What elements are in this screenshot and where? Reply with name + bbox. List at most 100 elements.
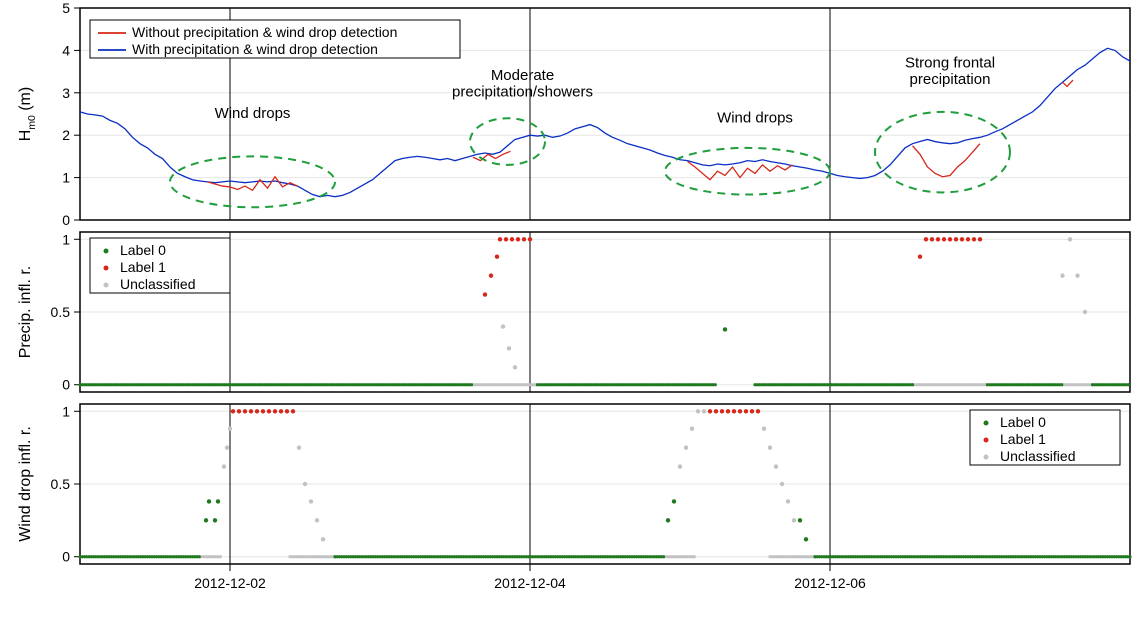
- data-point: [1060, 383, 1063, 386]
- data-point: [510, 237, 514, 241]
- data-point: [960, 237, 964, 241]
- panel-wind: 00.51Wind drop infl. r.Label 0Label 1Unc…: [17, 403, 1132, 564]
- data-point: [1075, 273, 1079, 277]
- data-point: [261, 409, 265, 413]
- data-point: [768, 445, 772, 449]
- data-point: [495, 255, 499, 259]
- data-point: [756, 409, 760, 413]
- data-point: [219, 555, 222, 558]
- legend-label: Label 0: [120, 242, 166, 258]
- data-point: [222, 464, 226, 468]
- data-point: [936, 237, 940, 241]
- data-point: [762, 427, 766, 431]
- ytick-label: 1: [62, 403, 70, 419]
- ytick-label: 1: [62, 231, 70, 247]
- data-point: [267, 409, 271, 413]
- data-point: [690, 427, 694, 431]
- data-point: [774, 464, 778, 468]
- data-point: [930, 237, 934, 241]
- data-point: [702, 409, 706, 413]
- data-point: [918, 255, 922, 259]
- data-point: [297, 445, 301, 449]
- annotation-text: Wind drops: [215, 105, 291, 122]
- ytick-label: 0.5: [51, 304, 71, 320]
- data-point: [522, 237, 526, 241]
- annotation-text: Wind drops: [717, 109, 793, 126]
- y-axis-label: Hm0 (m): [17, 87, 38, 141]
- data-point: [315, 518, 319, 522]
- panel-precip: 00.51Precip. infl. r.Label 0Label 1Uncla…: [17, 231, 1130, 392]
- ytick-label: 0.5: [51, 476, 71, 492]
- data-point: [798, 518, 802, 522]
- annotation-ellipse: [665, 148, 830, 195]
- data-point: [726, 409, 730, 413]
- data-point: [228, 427, 232, 431]
- data-point: [255, 409, 259, 413]
- data-point: [507, 346, 511, 350]
- xtick-label: 2012-12-04: [494, 575, 566, 591]
- data-point: [207, 499, 211, 503]
- series-without-detection: [913, 144, 981, 177]
- legend-label: Unclassified: [120, 276, 195, 292]
- data-point: [213, 518, 217, 522]
- data-point: [714, 383, 717, 386]
- data-point: [966, 237, 970, 241]
- y-axis-label: Wind drop infl. r.: [17, 426, 34, 542]
- data-point: [666, 518, 670, 522]
- legend-swatch: [104, 266, 109, 271]
- data-point: [662, 555, 665, 558]
- data-point: [216, 499, 220, 503]
- data-point: [470, 383, 473, 386]
- data-point: [237, 409, 241, 413]
- data-point: [972, 237, 976, 241]
- data-point: [948, 237, 952, 241]
- data-point: [291, 409, 295, 413]
- data-point: [489, 273, 493, 277]
- data-point: [738, 409, 742, 413]
- xtick-label: 2012-12-02: [194, 575, 266, 591]
- data-point: [804, 537, 808, 541]
- data-point: [1068, 237, 1072, 241]
- data-point: [321, 537, 325, 541]
- data-point: [498, 237, 502, 241]
- series-without-detection: [688, 161, 793, 179]
- legend-swatch: [984, 438, 989, 443]
- figure-svg: 012345Hm0 (m)Wind dropsModerateprecipita…: [0, 0, 1140, 626]
- data-point: [750, 409, 754, 413]
- data-point: [714, 409, 718, 413]
- data-point: [204, 518, 208, 522]
- data-point: [231, 409, 235, 413]
- annotation-text: Moderateprecipitation/showers: [452, 67, 593, 101]
- legend-label: Unclassified: [1000, 448, 1075, 464]
- xtick-label: 2012-12-06: [794, 575, 866, 591]
- data-point: [693, 555, 696, 558]
- data-point: [911, 383, 914, 386]
- ytick-label: 2: [62, 127, 70, 143]
- data-point: [501, 324, 505, 328]
- data-point: [279, 409, 283, 413]
- data-point: [273, 409, 277, 413]
- data-point: [528, 237, 532, 241]
- ytick-label: 5: [62, 0, 70, 16]
- annotation-ellipse: [875, 112, 1010, 193]
- data-point: [744, 409, 748, 413]
- legend-swatch: [984, 421, 989, 426]
- figure-container: 012345Hm0 (m)Wind dropsModerateprecipita…: [0, 0, 1140, 626]
- data-point: [708, 409, 712, 413]
- data-point: [924, 237, 928, 241]
- data-point: [198, 555, 201, 558]
- data-point: [1060, 273, 1064, 277]
- ytick-label: 0: [62, 549, 70, 565]
- panel-hm0: 012345Hm0 (m)Wind dropsModerateprecipita…: [17, 0, 1130, 228]
- legend-swatch: [104, 283, 109, 288]
- data-point: [942, 237, 946, 241]
- data-point: [1128, 555, 1131, 558]
- legend-label: Label 1: [1000, 431, 1046, 447]
- data-point: [678, 464, 682, 468]
- data-point: [780, 482, 784, 486]
- ytick-label: 0: [62, 377, 70, 393]
- data-point: [792, 518, 796, 522]
- annotation-text: Strong frontalprecipitation: [905, 54, 995, 88]
- data-point: [720, 409, 724, 413]
- legend-swatch: [104, 249, 109, 254]
